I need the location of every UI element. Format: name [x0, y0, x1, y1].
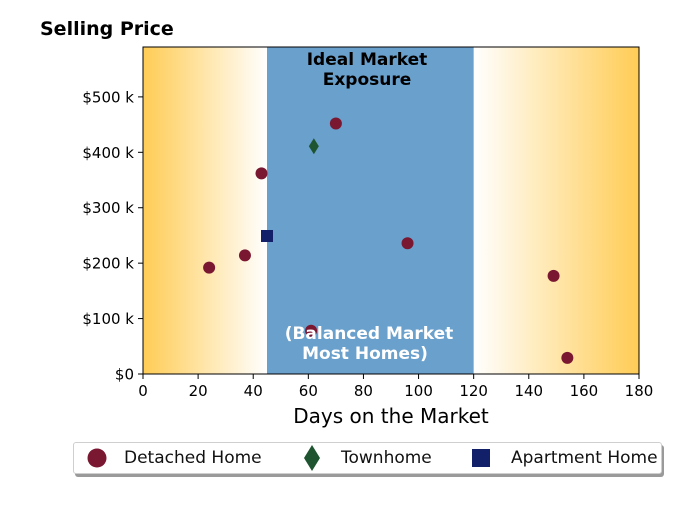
left-gradient-zone	[143, 47, 267, 374]
chart-title: Selling Price	[40, 18, 174, 40]
x-axis-label: Days on the Market	[293, 404, 489, 428]
legend-item-detached-home: Detached Home	[86, 443, 262, 473]
detached-home-point	[561, 351, 574, 364]
legend-label-detached-home: Detached Home	[124, 448, 262, 468]
y-tick-label: $500 k	[82, 88, 134, 106]
x-tick-label: 60	[299, 382, 318, 400]
ideal-market-band	[267, 47, 474, 374]
detached-home-point	[305, 324, 318, 337]
band-annotation-top-line2: Exposure	[323, 70, 412, 90]
legend-item-townhome: Townhome	[303, 443, 432, 473]
detached-home-point	[255, 167, 268, 180]
y-tick-label: $300 k	[82, 199, 134, 217]
diamond-marker-icon	[304, 445, 320, 471]
y-tick-label: $400 k	[82, 144, 134, 162]
x-tick-label: 0	[138, 382, 148, 400]
right-gradient-zone	[473, 47, 639, 374]
band-annotation-top-line1: Ideal Market	[307, 50, 428, 70]
ideal-band-rect	[267, 47, 474, 374]
detached-home-point	[547, 269, 560, 282]
legend: Detached Home Townhome Apartment Home	[73, 442, 662, 474]
square-marker-icon	[472, 449, 490, 467]
x-tick-label: 120	[459, 382, 488, 400]
plot-background	[143, 47, 639, 374]
detached-home-point	[203, 261, 216, 274]
x-tick-label: 80	[354, 382, 373, 400]
plot-frame	[142, 46, 640, 375]
x-tick-label: 160	[570, 382, 599, 400]
legend-label-townhome: Townhome	[341, 448, 432, 468]
x-tick-label: 180	[625, 382, 654, 400]
townhome-point	[308, 138, 319, 155]
legend-item-apartment-home: Apartment Home	[471, 443, 658, 473]
x-axis: 0 20 40 60 80 100 120 140 160 180	[138, 374, 653, 400]
band-annotation-bottom-line2: Most Homes)	[302, 344, 428, 364]
apartment-home-point	[261, 229, 273, 242]
y-tick-label: $0	[115, 366, 134, 384]
detached-home-point	[329, 117, 342, 130]
y-tick-label: $200 k	[82, 255, 134, 273]
legend-label-apartment-home: Apartment Home	[511, 448, 658, 468]
y-tick-label: $100 k	[82, 310, 134, 328]
y-axis: $0 $100 k $200 k $300 k $400 k $500 k	[82, 88, 143, 384]
data-points	[203, 117, 574, 364]
x-tick-label: 100	[404, 382, 433, 400]
x-tick-label: 140	[514, 382, 543, 400]
detached-home-point	[238, 249, 251, 262]
band-annotation-bottom-line1: (Balanced Market	[285, 324, 454, 344]
detached-home-point	[401, 237, 414, 250]
x-tick-label: 20	[189, 382, 208, 400]
x-tick-label: 40	[244, 382, 263, 400]
circle-marker-icon	[87, 448, 107, 468]
